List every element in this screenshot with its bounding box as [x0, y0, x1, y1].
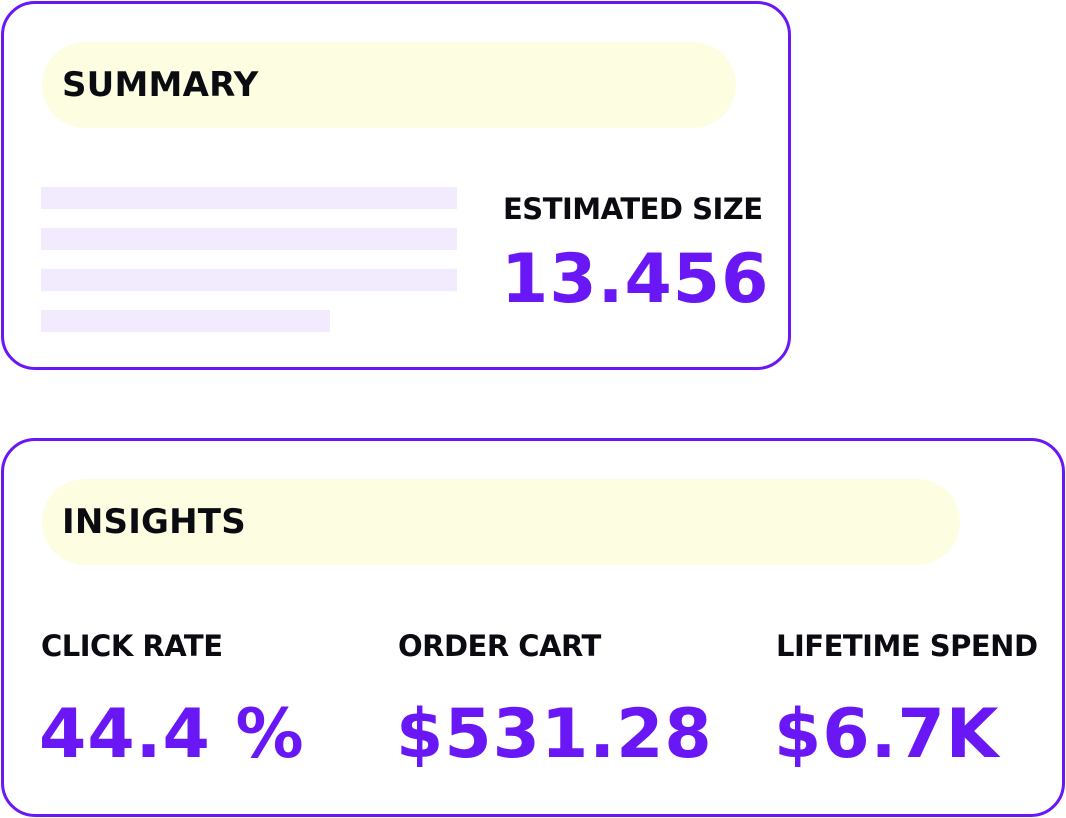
order-cart-value: $531.28	[396, 695, 713, 774]
summary-title: SUMMARY	[62, 65, 259, 105]
lifetime-spend-label: LIFETIME SPEND	[776, 629, 1038, 663]
placeholder-bar	[41, 187, 457, 209]
insights-card: INSIGHTS CLICK RATE 44.4 % ORDER CART $5…	[1, 438, 1065, 817]
placeholder-bar	[41, 269, 457, 291]
summary-card: SUMMARY ESTIMATED SIZE 13.456	[1, 1, 791, 370]
insights-title: INSIGHTS	[62, 502, 246, 542]
lifetime-spend-value: $6.7K	[774, 695, 1000, 774]
insights-header: INSIGHTS	[42, 479, 960, 565]
estimated-size-label: ESTIMATED SIZE	[503, 192, 763, 226]
click-rate-label: CLICK RATE	[41, 629, 223, 663]
estimated-size-value: 13.456	[501, 240, 770, 319]
click-rate-value: 44.4 %	[39, 695, 305, 774]
placeholder-bar	[41, 228, 457, 250]
order-cart-label: ORDER CART	[398, 629, 601, 663]
summary-header: SUMMARY	[42, 42, 736, 128]
placeholder-bar	[41, 310, 330, 332]
